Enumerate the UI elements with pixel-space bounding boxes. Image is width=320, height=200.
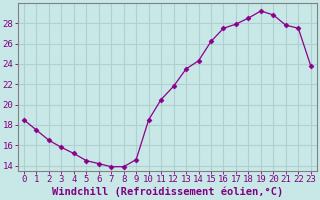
X-axis label: Windchill (Refroidissement éolien,°C): Windchill (Refroidissement éolien,°C) bbox=[52, 187, 283, 197]
